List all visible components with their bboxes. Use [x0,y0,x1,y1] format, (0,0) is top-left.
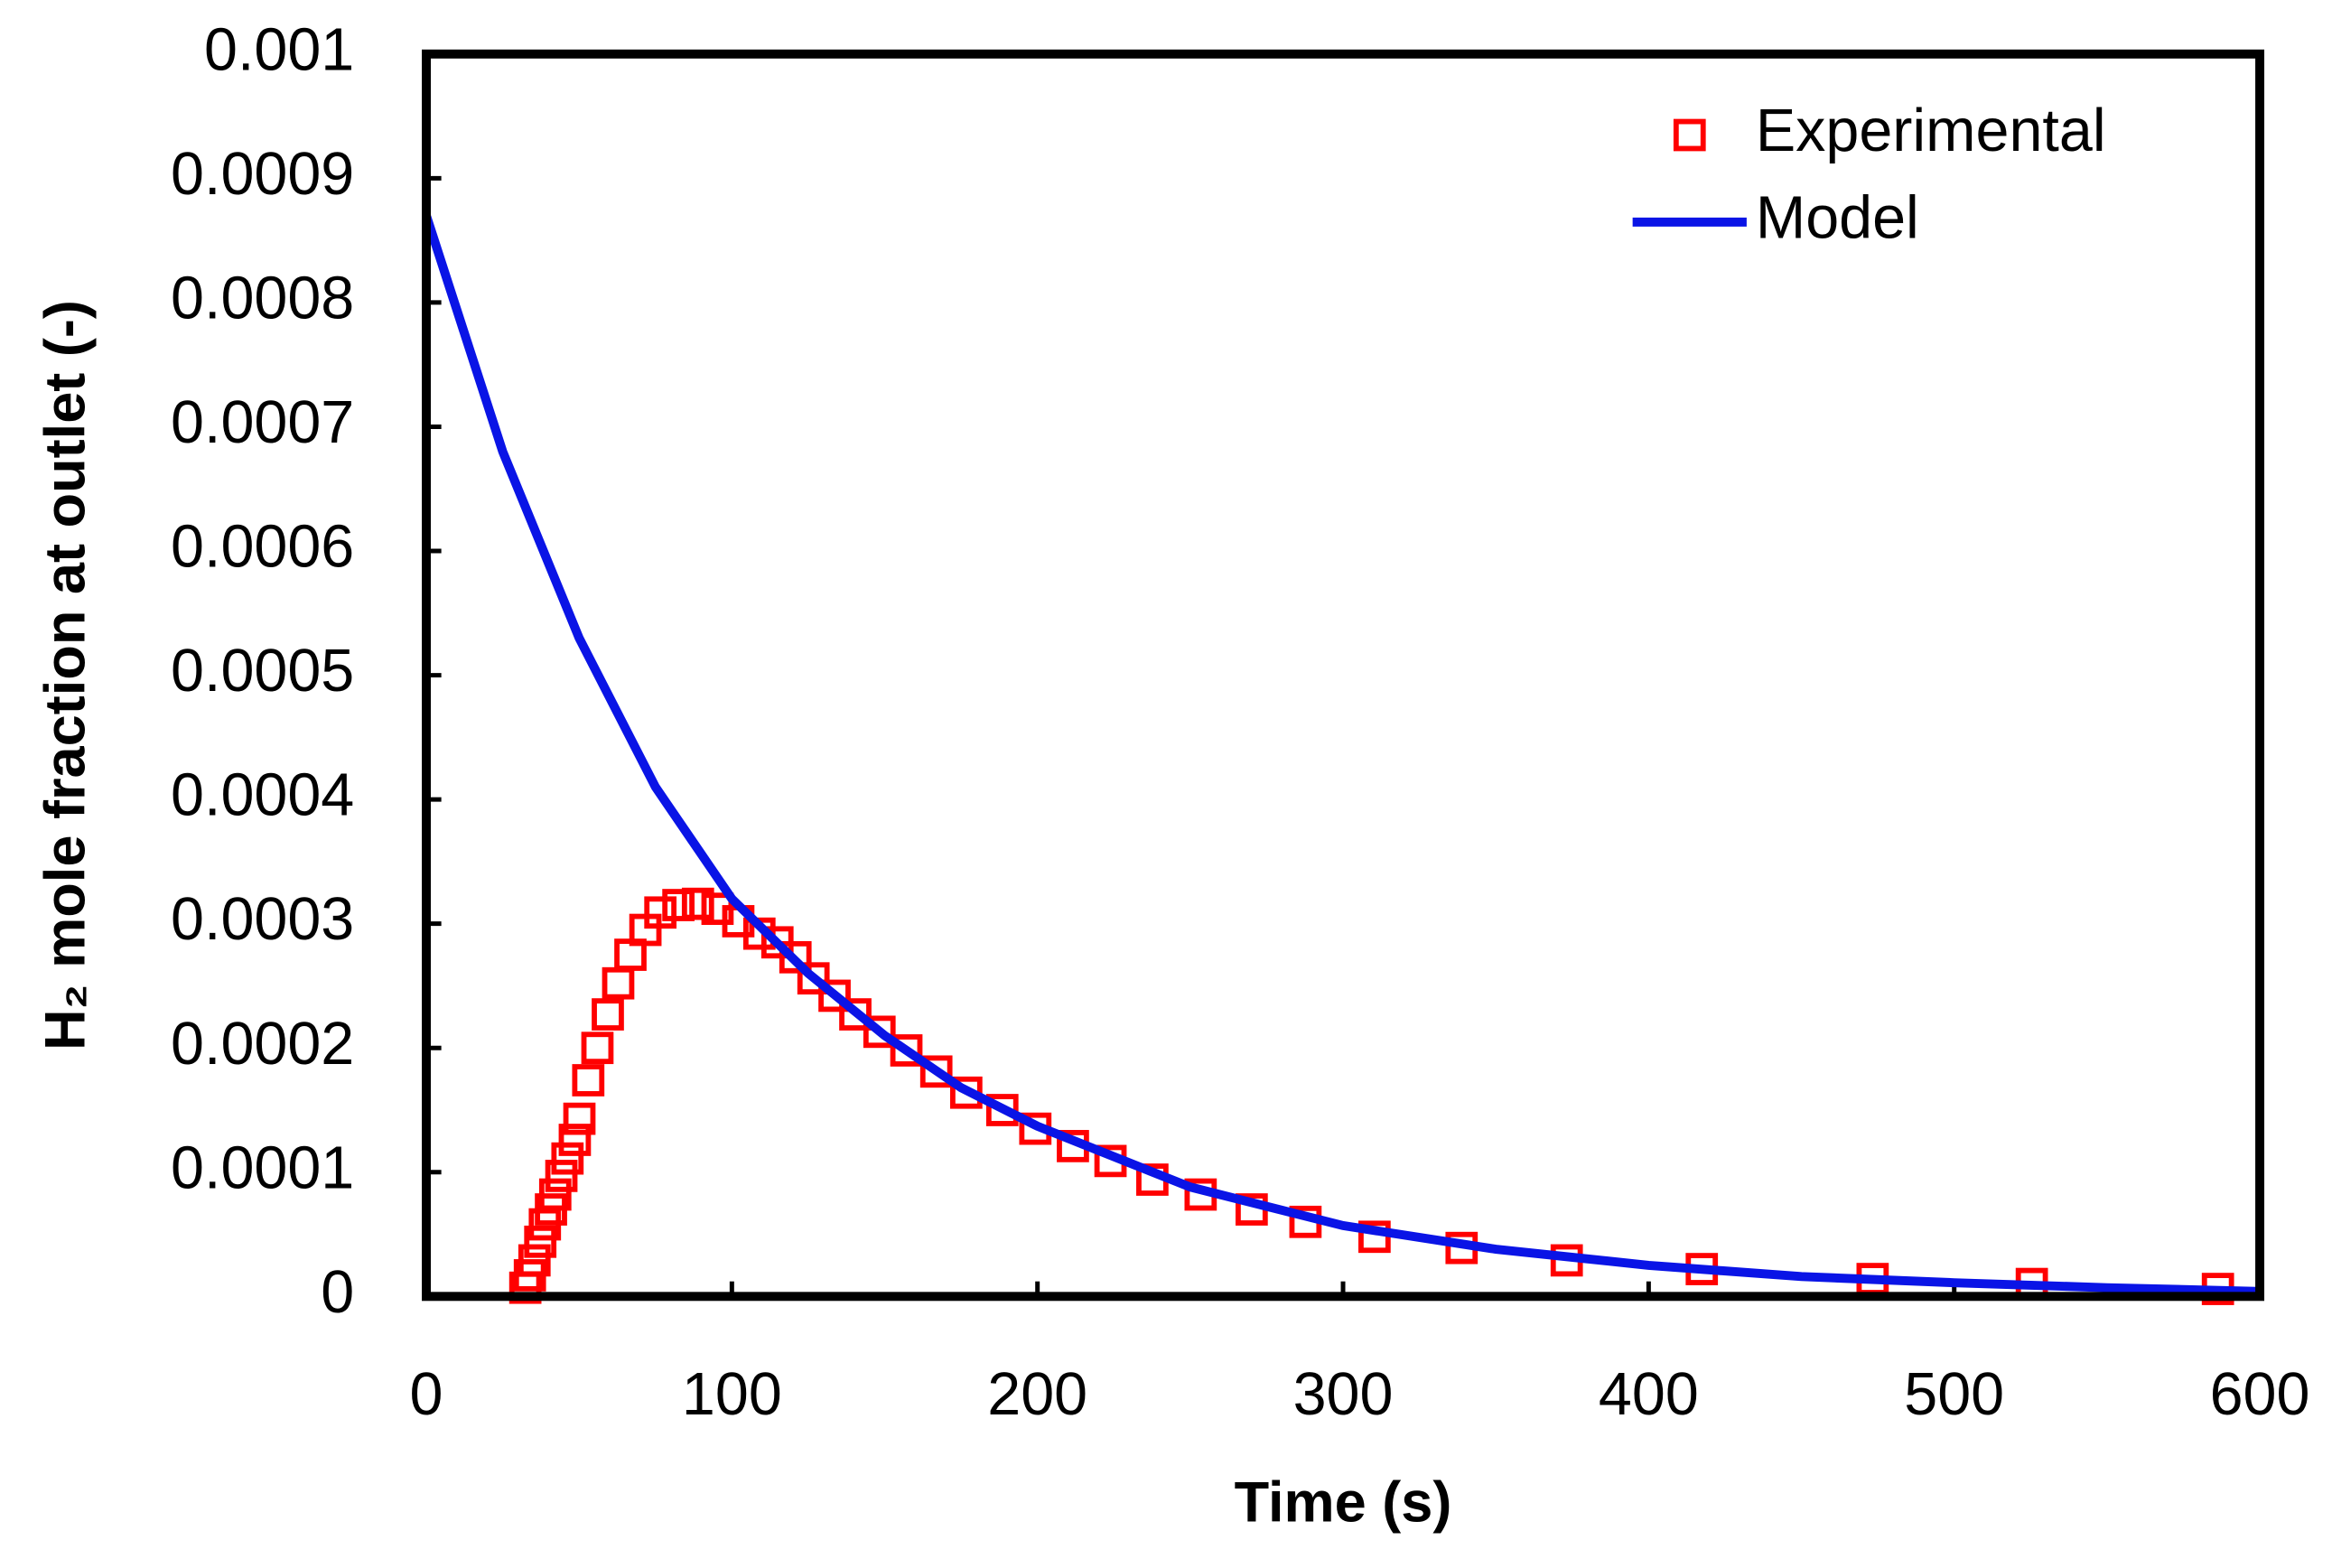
data-point [779,940,812,974]
data-point [863,1015,896,1049]
legend-marker [1673,118,1706,152]
data-point [581,1031,614,1065]
data-point [818,979,851,1013]
data-point [563,1102,596,1135]
y-tick-label: 0.0007 [171,389,354,456]
x-tick-label: 200 [987,1361,1087,1428]
data-point [551,1142,584,1175]
x-tick-label: 300 [1293,1361,1394,1428]
x-tick-label: 500 [1904,1361,2004,1428]
y-tick-label: 0.0006 [171,514,354,581]
data-point [919,1055,953,1088]
data-point [545,1160,578,1192]
legend-label: Model [1756,184,1919,251]
data-point [839,998,872,1031]
data-point [644,896,677,929]
x-tick-label: 600 [2210,1361,2310,1428]
data-point [985,1094,1019,1126]
data-point [662,889,695,921]
plot-frame [422,49,2265,1302]
data-point [538,1178,572,1211]
data-point [518,1244,551,1277]
x-tick-label: 0 [410,1361,443,1428]
data-point [797,962,830,995]
data-point [572,1064,605,1097]
model-line [422,214,2261,1296]
legend-label: Experimental [1756,98,2106,164]
x-tick-label: 100 [682,1361,782,1428]
y-tick-label: 0.0001 [171,1134,354,1201]
data-point [592,998,624,1031]
data-point [681,887,714,920]
y-tick-label: 0.0008 [171,265,354,331]
data-point [558,1124,592,1156]
y-tick-label: 0.001 [204,16,354,83]
data-point [524,1225,557,1258]
y-tick-label: 0.0004 [171,762,354,829]
y-tick-label: 0.0005 [171,638,354,705]
x-axis-title: Time (s) [1235,1471,1452,1535]
y-tick-label: 0 [321,1259,354,1326]
data-point [890,1034,923,1067]
data-point [602,966,635,1000]
y-tick-label: 0.0009 [171,141,354,208]
y-axis-title: H₂ mole fraction at outlet (-) [33,300,97,1050]
y-tick-label: 0.0002 [171,1011,354,1078]
y-tick-label: 0.0003 [171,886,354,953]
x-tick-label: 400 [1599,1361,1699,1428]
